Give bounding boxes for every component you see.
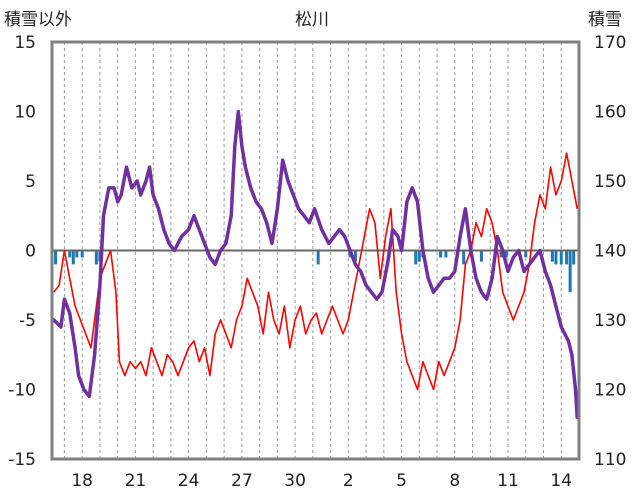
right-axis-ticks: 170 160 150 140 130 120 110 [594, 33, 626, 470]
precipitation-bar [572, 250, 576, 265]
x-tick-label: 21 [125, 471, 147, 491]
left-tick-label: -5 [19, 311, 36, 331]
precipitation-bar [80, 250, 84, 258]
plot-frame [50, 40, 581, 461]
precipitation-bar [559, 250, 563, 265]
right-tick-label: 120 [594, 381, 626, 401]
series-lines [52, 109, 579, 420]
right-tick-label: 150 [594, 172, 626, 192]
precipitation-bar [554, 250, 558, 265]
precipitation-bar [316, 250, 320, 265]
left-tick-label: -10 [8, 381, 36, 401]
left-tick-label: 15 [14, 33, 36, 53]
precipitation-bar [499, 250, 503, 258]
x-tick-label: 24 [178, 471, 200, 491]
precipitation-bar [565, 250, 569, 265]
precipitation-bar [414, 250, 418, 265]
left-tick-label: 0 [25, 242, 36, 262]
precipitation-bar [479, 250, 483, 262]
left-tick-label: -15 [8, 450, 36, 470]
x-tick-label: 5 [396, 471, 407, 491]
x-tick-label: 14 [550, 471, 572, 491]
precipitation-bar [524, 250, 528, 258]
left-tick-label: 10 [14, 103, 36, 123]
precipitation-bar [353, 250, 357, 262]
chart-title: 松川 [295, 10, 329, 30]
x-tick-label: 8 [449, 471, 460, 491]
precipitation-bars [54, 250, 576, 293]
precipitation-bar [94, 250, 98, 265]
temperature-line [53, 152, 578, 391]
precipitation-bar [75, 250, 79, 258]
x-tick-label: 18 [71, 471, 93, 491]
right-tick-label: 160 [594, 103, 626, 123]
x-axis-ticks: 18 21 24 27 30 2 5 8 11 14 [71, 471, 572, 491]
x-tick-label: 11 [497, 471, 519, 491]
precipitation-bar [417, 250, 421, 262]
right-tick-label: 110 [594, 450, 626, 470]
precipitation-bar [462, 250, 466, 265]
x-tick-label: 2 [343, 471, 354, 491]
left-axis-ticks: 15 10 5 0 -5 -10 -15 [8, 33, 36, 470]
precipitation-bar [444, 250, 448, 258]
precipitation-bar [54, 250, 58, 265]
right-tick-label: 170 [594, 33, 626, 53]
right-tick-label: 130 [594, 311, 626, 331]
x-tick-label: 30 [284, 471, 306, 491]
snow-depth-line [52, 109, 579, 420]
precipitation-bar [504, 250, 508, 258]
precipitation-bar [71, 250, 75, 265]
precipitation-bar [550, 250, 554, 262]
left-axis-label: 積雪以外 [4, 10, 72, 30]
left-tick-label: 5 [25, 172, 36, 192]
x-tick-label: 27 [231, 471, 253, 491]
precipitation-bar [439, 250, 443, 258]
right-tick-label: 140 [594, 242, 626, 262]
precipitation-bar [568, 250, 572, 293]
right-axis-label: 積雪 [588, 10, 622, 30]
precipitation-bar [68, 250, 72, 258]
